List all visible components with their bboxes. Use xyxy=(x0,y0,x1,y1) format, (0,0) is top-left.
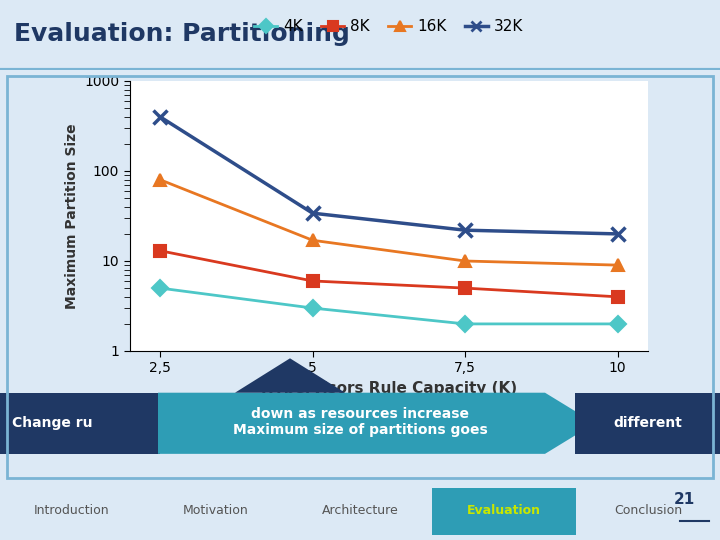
Text: Architecture: Architecture xyxy=(322,504,398,517)
Legend: 4K, 8K, 16K, 32K: 4K, 8K, 16K, 32K xyxy=(248,13,529,40)
Polygon shape xyxy=(158,393,595,454)
Line: 16K: 16K xyxy=(155,174,623,271)
Text: Conclusion: Conclusion xyxy=(614,504,682,517)
Text: Maximum size of partitions goes: Maximum size of partitions goes xyxy=(233,423,487,437)
Text: Motivation: Motivation xyxy=(183,504,249,517)
FancyBboxPatch shape xyxy=(575,393,720,454)
32K xyxy=(613,231,622,237)
Text: Change ru: Change ru xyxy=(12,416,92,430)
FancyBboxPatch shape xyxy=(0,393,160,454)
16K xyxy=(461,258,469,264)
8K xyxy=(308,278,317,284)
Y-axis label: Maximum Partition Size: Maximum Partition Size xyxy=(65,123,78,309)
Text: Evaluation: Partitioning: Evaluation: Partitioning xyxy=(14,22,350,46)
FancyBboxPatch shape xyxy=(432,488,576,535)
Line: 8K: 8K xyxy=(155,245,623,302)
Text: Introduction: Introduction xyxy=(34,504,110,517)
Text: down as resources increase: down as resources increase xyxy=(251,407,469,421)
Line: 32K: 32K xyxy=(153,110,624,241)
8K xyxy=(156,247,164,254)
32K xyxy=(461,227,469,233)
4K xyxy=(308,305,317,311)
Text: different: different xyxy=(613,416,683,430)
8K xyxy=(461,285,469,292)
4K xyxy=(613,321,622,327)
Text: 21: 21 xyxy=(673,492,695,507)
32K xyxy=(156,113,164,120)
16K xyxy=(156,177,164,183)
X-axis label: Hypervisors Rule Capacity (K): Hypervisors Rule Capacity (K) xyxy=(261,381,517,396)
Line: 4K: 4K xyxy=(155,282,623,329)
16K xyxy=(613,262,622,268)
16K xyxy=(308,237,317,244)
Polygon shape xyxy=(235,359,345,393)
Text: Evaluation: Evaluation xyxy=(467,504,541,517)
32K xyxy=(308,210,317,217)
4K xyxy=(461,321,469,327)
4K xyxy=(156,285,164,292)
8K xyxy=(613,294,622,300)
